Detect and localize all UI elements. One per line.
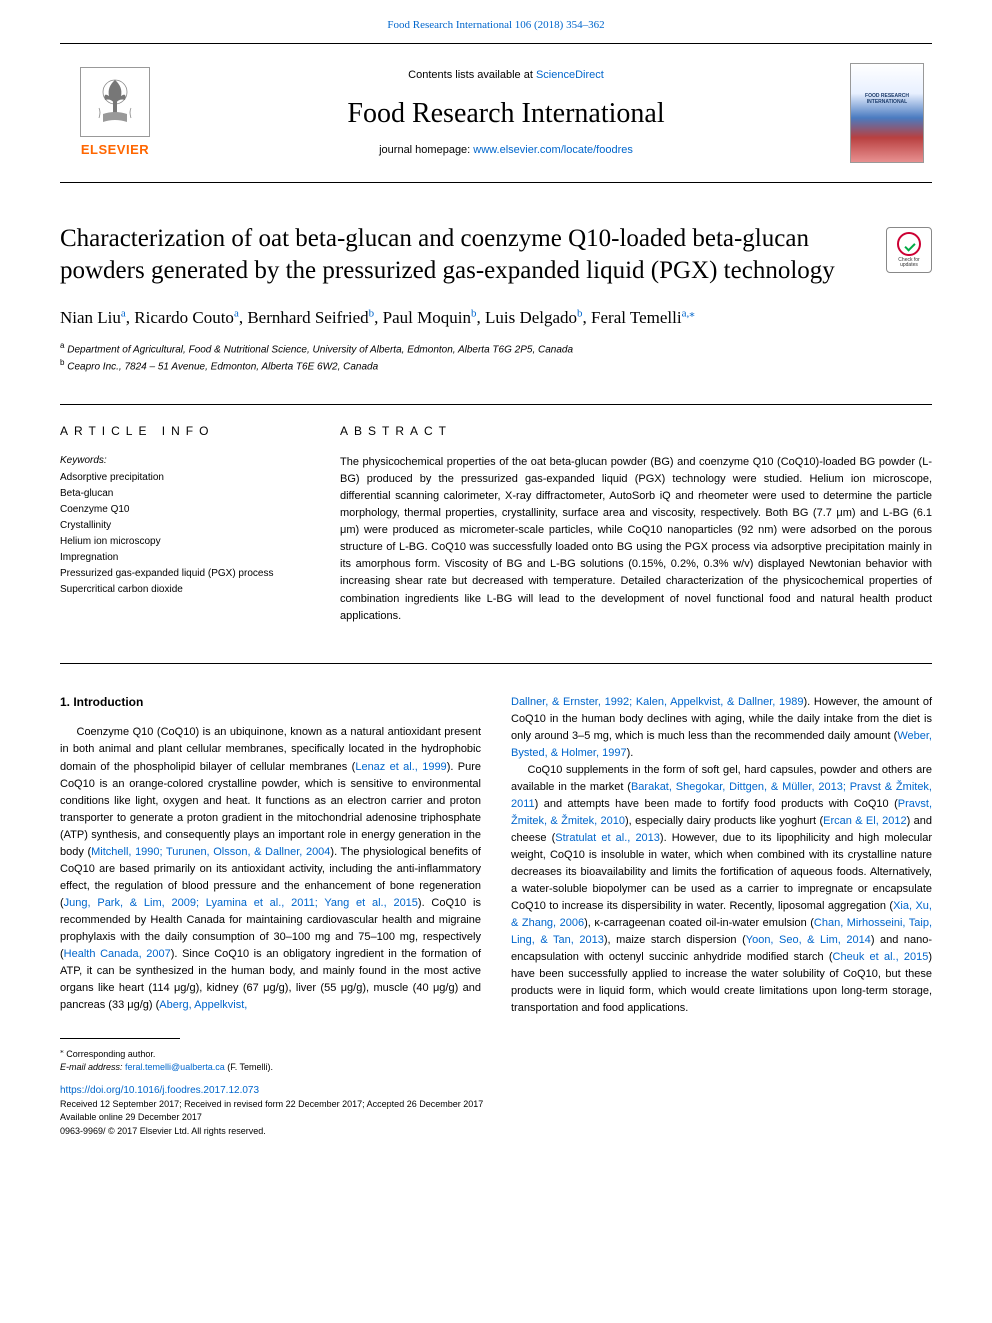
paragraph: Coenzyme Q10 (CoQ10) is an ubiquinone, k… <box>60 724 481 1014</box>
crossmark-icon <box>897 232 921 256</box>
elsevier-tree-icon <box>80 67 150 137</box>
section-heading: 1. Introduction <box>60 694 481 711</box>
issn-copyright: 0963-9969/ © 2017 Elsevier Ltd. All righ… <box>60 1125 932 1139</box>
contents-line: Contents lists available at ScienceDirec… <box>170 68 842 83</box>
keywords-list: Adsorptive precipitationBeta-glucanCoenz… <box>60 470 300 598</box>
citation-link[interactable]: Health Canada, 2007 <box>64 948 171 960</box>
abstract: ABSTRACT The physicochemical properties … <box>340 405 932 624</box>
paragraph: Dallner, & Ernster, 1992; Kalen, Appelkv… <box>511 694 932 762</box>
homepage-link[interactable]: www.elsevier.com/locate/foodres <box>473 144 633 156</box>
citation-link[interactable]: Dallner, & Ernster, 1992; Kalen, Appelkv… <box>511 696 804 708</box>
email-line: E-mail address: feral.temelli@ualberta.c… <box>60 1061 932 1075</box>
journal-reference: Food Research International 106 (2018) 3… <box>0 0 992 43</box>
authors-list: Nian Liua, Ricardo Coutoa, Bernhard Seif… <box>60 306 932 330</box>
sciencedirect-link[interactable]: ScienceDirect <box>536 69 604 81</box>
citation-link[interactable]: Mitchell, 1990; Turunen, Olsson, & Dalln… <box>91 846 330 858</box>
article-title: Characterization of oat beta-glucan and … <box>60 223 866 286</box>
header-center: Contents lists available at ScienceDirec… <box>170 44 842 182</box>
citation-link[interactable]: Barakat, Shegokar, Dittgen, & Müller, 20… <box>511 781 932 810</box>
corresponding-author: ⁎ Corresponding author. <box>60 1045 932 1062</box>
doi-link[interactable]: https://doi.org/10.1016/j.foodres.2017.1… <box>60 1083 932 1098</box>
citation-link[interactable]: Ercan & El, 2012 <box>823 815 906 827</box>
email-link[interactable]: feral.temelli@ualberta.ca <box>125 1062 225 1072</box>
citation-link[interactable]: Weber, Bysted, & Holmer, 1997 <box>511 730 932 759</box>
keywords-label: Keywords: <box>60 454 300 468</box>
citation-link[interactable]: Cheuk et al., 2015 <box>833 951 929 963</box>
journal-cover[interactable]: FOOD RESEARCH INTERNATIONAL <box>842 44 932 182</box>
citation-link[interactable]: Lenaz et al., 1999 <box>355 761 446 773</box>
column-right: Dallner, & Ernster, 1992; Kalen, Appelkv… <box>511 694 932 1018</box>
footer-rule <box>60 1038 180 1039</box>
article-info: ARTICLE INFO Keywords: Adsorptive precip… <box>60 405 300 624</box>
article-info-label: ARTICLE INFO <box>60 423 300 440</box>
abstract-text: The physicochemical properties of the oa… <box>340 454 932 624</box>
homepage-line: journal homepage: www.elsevier.com/locat… <box>170 143 842 158</box>
abstract-label: ABSTRACT <box>340 423 932 440</box>
available-date: Available online 29 December 2017 <box>60 1111 932 1125</box>
journal-name: Food Research International <box>170 94 842 133</box>
footer: ⁎ Corresponding author. E-mail address: … <box>0 1028 992 1159</box>
journal-header: ELSEVIER Contents lists available at Sci… <box>60 43 932 183</box>
citation-link[interactable]: Jung, Park, & Lim, 2009; Lyamina et al.,… <box>64 897 418 909</box>
citation-link[interactable]: Stratulat et al., 2013 <box>555 832 660 844</box>
elsevier-wordmark: ELSEVIER <box>81 141 149 159</box>
received-dates: Received 12 September 2017; Received in … <box>60 1098 932 1112</box>
column-left: 1. Introduction Coenzyme Q10 (CoQ10) is … <box>60 694 481 1018</box>
citation-link[interactable]: Yoon, Seo, & Lim, 2014 <box>746 934 871 946</box>
affiliations: a Department of Agricultural, Food & Nut… <box>60 340 932 375</box>
paragraph: CoQ10 supplements in the form of soft ge… <box>511 762 932 1018</box>
citation-link[interactable]: Aberg, Appelkvist, <box>159 999 247 1011</box>
body-columns: 1. Introduction Coenzyme Q10 (CoQ10) is … <box>0 664 992 1028</box>
elsevier-logo[interactable]: ELSEVIER <box>60 44 170 182</box>
crossmark-badge[interactable]: Check forupdates <box>886 227 932 273</box>
journal-ref-link[interactable]: Food Research International 106 (2018) 3… <box>387 19 604 31</box>
